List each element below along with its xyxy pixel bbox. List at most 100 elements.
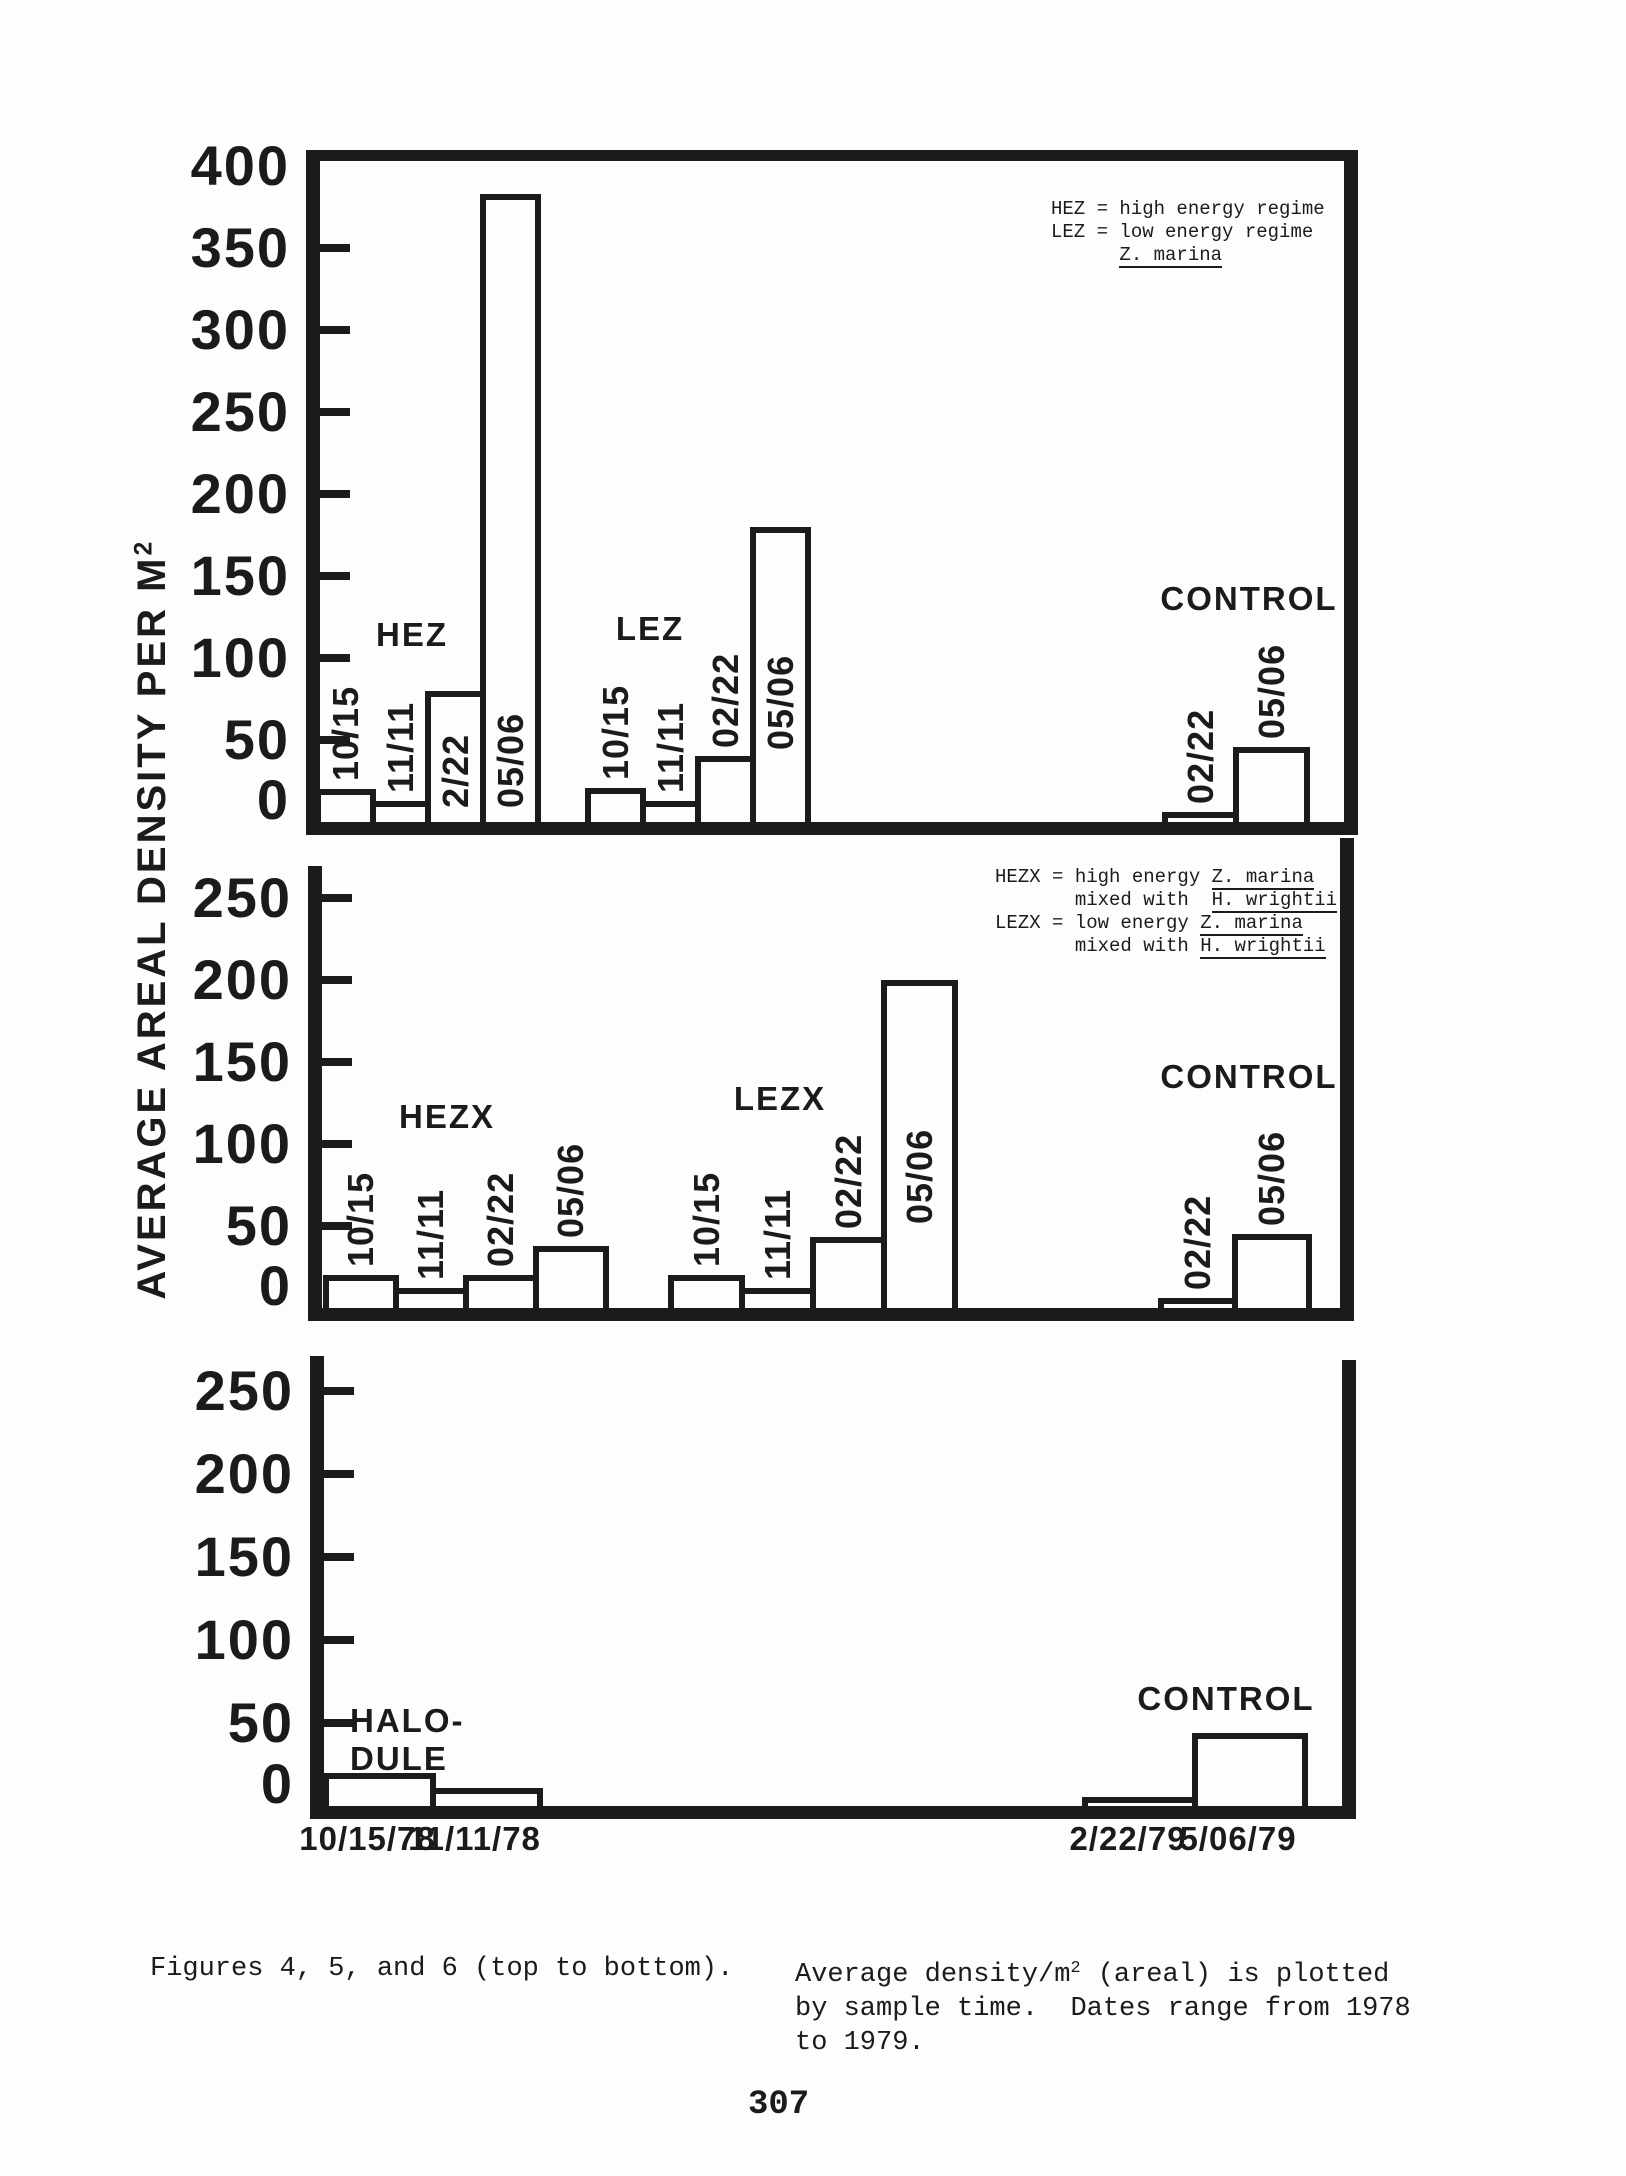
y-tick-label: 150 xyxy=(192,1030,292,1093)
bar-LEZ-05/06 xyxy=(750,527,811,822)
y-tick-label: 200 xyxy=(192,948,292,1011)
species-name: H. wrightii xyxy=(1211,889,1338,913)
bar-halodule-10/15/78 xyxy=(323,1773,436,1806)
y-tick-mark xyxy=(324,1636,354,1644)
bar-LEZX-05/06 xyxy=(881,980,958,1308)
y-tick-mark xyxy=(322,976,352,984)
chart-legend: HEZX = high energy Z. marina mixed with … xyxy=(995,866,1338,959)
legend-line: LEZ = low energy regime xyxy=(1051,221,1325,244)
plot-right-border xyxy=(1344,150,1358,835)
bar-halodule-11/11/78 xyxy=(430,1788,543,1806)
y-axis-line xyxy=(308,866,322,1321)
group-label-control: CONTROL xyxy=(1137,1680,1315,1717)
y-tick-mark xyxy=(320,654,350,662)
text-segment: mixed with xyxy=(995,935,1201,957)
plot-right-border xyxy=(1342,1360,1356,1819)
y-tick-mark xyxy=(324,1470,354,1478)
caption-line: by sample time. Dates range from 1978 xyxy=(795,1992,1411,2026)
x-axis-date-label: 11/11/78 xyxy=(408,1820,541,1857)
text-segment: by sample time. Dates range from 1978 xyxy=(795,1994,1411,2025)
y-tick-label: 250 xyxy=(194,1359,294,1422)
y-tick-mark xyxy=(324,1553,354,1561)
group-label-control: CONTROL xyxy=(1160,1058,1338,1095)
bar-HEZ-05/06 xyxy=(480,194,541,822)
y-tick-mark xyxy=(320,408,350,416)
y-tick-mark xyxy=(322,894,352,902)
y-tick-mark xyxy=(320,244,350,252)
y-tick-label: 150 xyxy=(194,1525,294,1588)
y-tick-label: 50 xyxy=(225,1194,292,1257)
y-axis-line xyxy=(310,1356,324,1819)
legend-line: LEZX = low energy Z. marina xyxy=(995,912,1337,936)
species-name: Z. marina xyxy=(1119,244,1223,268)
group-label-halodule: HALO- DULE xyxy=(350,1702,465,1777)
y-tick-label: 200 xyxy=(190,462,290,525)
bar-CONTROL-05/06 xyxy=(1232,1234,1312,1308)
text-segment: 2 xyxy=(1070,1959,1082,1978)
bar-LEZ-10/15 xyxy=(585,788,646,822)
text-segment: to 1979. xyxy=(795,2028,925,2059)
bar-LEZ-02/22 xyxy=(695,756,756,822)
chart-legend: HEZ = high energy regime LEZ = low energy… xyxy=(1051,198,1325,268)
legend-line: Z. marina xyxy=(1051,244,1325,268)
y-tick-mark xyxy=(322,1058,352,1066)
species-name: Z. marina xyxy=(1200,912,1303,936)
caption-line: Average density/m2 (areal) is plotted xyxy=(795,1952,1411,1992)
x-axis-date-label: 5/06/79 xyxy=(1179,1820,1297,1857)
legend-line: HEZ = high energy regime xyxy=(1051,198,1325,221)
y-tick-label: 250 xyxy=(192,866,292,929)
y-tick-label: 0 xyxy=(260,1752,294,1815)
group-label-control: CONTROL xyxy=(1160,580,1338,617)
x-axis-line xyxy=(306,822,1358,835)
y-tick-mark xyxy=(322,1222,352,1230)
text-segment: (areal) is plotted xyxy=(1081,1960,1390,1991)
text-segment: LEZ = low energy regime xyxy=(1051,221,1314,243)
y-tick-mark xyxy=(324,1719,354,1727)
y-tick-mark xyxy=(324,1387,354,1395)
x-axis-line xyxy=(310,1806,1356,1819)
text-segment: LEZX = low energy xyxy=(995,912,1201,934)
y-tick-mark xyxy=(320,326,350,334)
bar-CONTROL-05/06 xyxy=(1233,747,1310,822)
bar-HEZX-05/06 xyxy=(533,1246,609,1308)
y-tick-label: 100 xyxy=(194,1608,294,1671)
y-tick-label: 0 xyxy=(258,1254,292,1317)
bar-CONTROL-5/06/79 xyxy=(1192,1733,1308,1806)
text-segment: HEZ = high energy regime xyxy=(1051,198,1325,220)
y-tick-label: 400 xyxy=(190,134,290,197)
species-name: H. wrightii xyxy=(1200,935,1326,959)
y-tick-mark xyxy=(322,1140,352,1148)
caption-line: to 1979. xyxy=(795,2026,1411,2060)
y-tick-label: 150 xyxy=(190,544,290,607)
y-axis-line xyxy=(306,150,320,835)
y-tick-label: 200 xyxy=(194,1442,294,1505)
y-tick-mark xyxy=(320,736,350,744)
group-label-lezx: LEZX xyxy=(733,1080,827,1117)
x-axis-line xyxy=(308,1308,1354,1321)
legend-line: HEZX = high energy Z. marina xyxy=(995,866,1337,890)
y-tick-label: 50 xyxy=(223,708,290,771)
y-tick-label: 100 xyxy=(190,626,290,689)
y-tick-label: 350 xyxy=(190,216,290,279)
y-tick-mark xyxy=(320,572,350,580)
legend-line: mixed with H. wrightii xyxy=(995,889,1338,913)
group-label-hezx: HEZX xyxy=(398,1098,496,1135)
y-tick-label: 50 xyxy=(227,1691,294,1754)
plot-right-border xyxy=(1340,838,1354,1321)
group-label-lez: LEZ xyxy=(615,610,685,647)
x-axis-date-label: 10/15/78 xyxy=(299,1820,436,1857)
text-segment: mixed with xyxy=(995,889,1212,911)
legend-line: mixed with H. wrightii xyxy=(995,935,1337,959)
caption-figures-label: Figures 4, 5, and 6 (top to bottom). xyxy=(150,1954,734,1984)
y-tick-label: 250 xyxy=(190,380,290,443)
y-tick-label: 0 xyxy=(256,768,290,831)
caption-text: Average density/m2 (areal) is plotted by … xyxy=(795,1952,1411,2060)
plot-top-border xyxy=(306,150,1358,161)
y-tick-label: 100 xyxy=(192,1112,292,1175)
bar-LEZX-10/15 xyxy=(668,1275,745,1308)
bar-CONTROL-2/22/79 xyxy=(1082,1797,1198,1806)
